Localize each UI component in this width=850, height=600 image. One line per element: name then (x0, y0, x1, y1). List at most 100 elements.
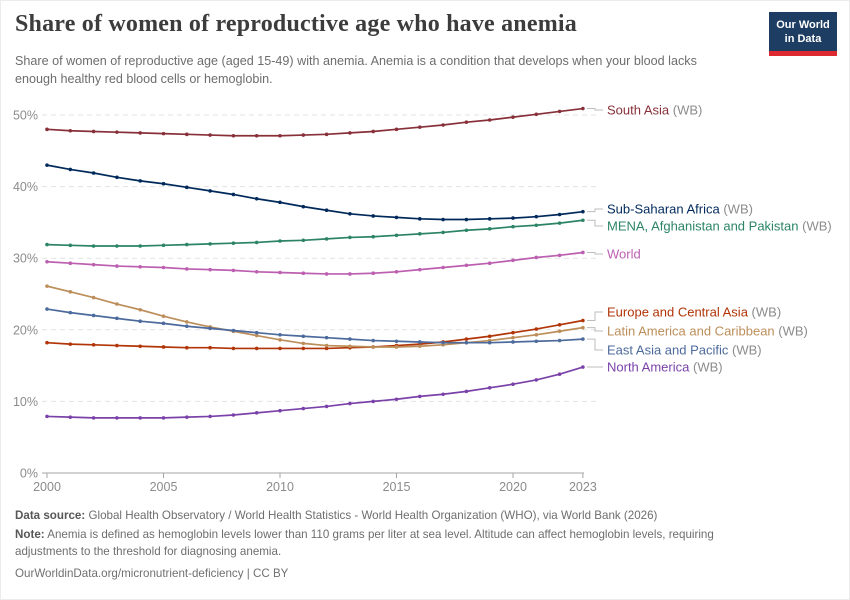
data-point (301, 271, 306, 276)
data-point (45, 242, 49, 247)
series-east-asia-and-pacific[interactable]: East Asia and Pacific (WB) (45, 307, 762, 358)
data-point (278, 346, 282, 351)
data-point (115, 316, 119, 321)
data-point (278, 338, 282, 342)
line-chart: 0% 10% 20% 30% 40% 50% 2000 2005 2010 2015 2020 202… (0, 96, 850, 500)
data-point (301, 341, 306, 346)
data-point (487, 385, 492, 390)
series-line-mena-afghanistan-and-pakistan[interactable] (46, 219, 584, 247)
data-point (185, 415, 189, 419)
data-source-line: Data source: Global Health Observatory /… (15, 508, 725, 524)
data-point (511, 382, 515, 387)
series-europe-and-central-asia[interactable]: Europe and Central Asia (WB) (45, 305, 781, 351)
label-connector (586, 208, 603, 213)
credit-line[interactable]: OurWorldinData.org/micronutrient-deficie… (15, 567, 289, 581)
series-label-north-america[interactable]: North America (WB) (607, 360, 723, 375)
data-point (464, 263, 469, 268)
note-text: Anemia is defined as hemoglobin levels l… (15, 528, 714, 558)
data-point (278, 270, 282, 275)
data-point (208, 133, 212, 137)
data-point (348, 401, 352, 406)
data-point (231, 328, 236, 333)
data-point (68, 342, 73, 346)
data-point (91, 129, 96, 134)
data-point (278, 333, 282, 337)
owid-logo[interactable]: Our World in Data (769, 12, 837, 56)
series-label-south-asia[interactable]: South Asia (WB) (607, 103, 702, 118)
series-label-world[interactable]: World (607, 247, 641, 262)
data-point (138, 416, 142, 420)
data-point (348, 235, 352, 240)
data-point (161, 321, 166, 326)
data-point (441, 230, 445, 235)
data-point (208, 414, 212, 419)
series-line-latin-america-and-caribbean[interactable] (46, 285, 584, 348)
data-point (418, 267, 422, 272)
data-point (45, 414, 49, 419)
note-label: Note: (15, 528, 45, 542)
series-label-latin-america-and-caribbean[interactable]: Latin America and Caribbean (WB) (607, 324, 808, 339)
data-point (371, 271, 376, 276)
x-axis-label-2023: 2023 (569, 480, 597, 494)
data-point (464, 337, 469, 341)
data-point (324, 208, 329, 213)
series-line-sub-saharan-africa[interactable] (46, 164, 584, 221)
series-line-europe-and-central-asia[interactable] (46, 319, 584, 350)
series-label-europe-and-central-asia[interactable]: Europe and Central Asia (WB) (607, 305, 781, 320)
data-point (91, 313, 96, 318)
owid-logo-line2: in Data (784, 33, 822, 46)
data-point (394, 215, 399, 220)
x-axis-label-2010: 2010 (266, 480, 294, 494)
data-point (534, 214, 539, 219)
series-line-north-america[interactable] (46, 366, 584, 419)
y-axis-label-20: 20% (13, 323, 38, 337)
chart-subtitle: Share of women of reproductive age (aged… (15, 54, 697, 86)
series-latin-america-and-caribbean[interactable]: Latin America and Caribbean (WB) (45, 284, 808, 349)
series-line-east-asia-and-pacific[interactable] (46, 308, 583, 344)
data-point (138, 179, 142, 183)
data-point (487, 217, 492, 221)
data-point (208, 345, 212, 350)
data-point (348, 212, 352, 216)
data-point (115, 244, 119, 248)
data-point (278, 239, 282, 243)
data-point (581, 325, 585, 330)
data-point (68, 243, 73, 248)
data-point (231, 413, 236, 417)
series-label-mena-afghanistan-and-pakistan[interactable]: MENA, Afghanistan and Pakistan (WB) (607, 219, 832, 234)
data-point (254, 133, 259, 138)
data-point (185, 320, 189, 324)
chart-footer: Data source: Global Health Observatory /… (15, 508, 725, 586)
data-point (254, 270, 259, 274)
data-point (161, 314, 166, 318)
series-line-world[interactable] (46, 251, 584, 275)
series-line-south-asia[interactable] (46, 107, 584, 137)
y-axis-label-50: 50% (13, 109, 38, 123)
data-point (68, 167, 73, 172)
series-sub-saharan-africa[interactable]: Sub-Saharan Africa (WB) (45, 163, 753, 222)
series-mena-afghanistan-and-pakistan[interactable]: MENA, Afghanistan and Pakistan (WB) (45, 218, 832, 248)
data-point (185, 324, 189, 329)
data-point (418, 125, 422, 129)
data-point (441, 123, 445, 127)
data-point (45, 163, 49, 167)
data-point (185, 185, 189, 190)
data-point (254, 330, 259, 335)
data-point (418, 340, 422, 344)
series-label-east-asia-and-pacific[interactable]: East Asia and Pacific (WB) (607, 343, 762, 358)
label-connector (586, 219, 603, 227)
data-point (45, 284, 49, 288)
data-point (254, 196, 259, 201)
x-axis-label-2005: 2005 (150, 480, 178, 494)
data-point (557, 253, 562, 258)
series-south-asia[interactable]: South Asia (WB) (45, 103, 702, 138)
series-north-america[interactable]: North America (WB) (45, 360, 723, 420)
data-point (464, 389, 469, 394)
data-point (371, 214, 376, 218)
series-world[interactable]: World (45, 247, 641, 276)
y-axis-label-40: 40% (13, 180, 38, 194)
data-point (464, 217, 469, 222)
data-point (371, 234, 376, 239)
series-label-sub-saharan-africa[interactable]: Sub-Saharan Africa (WB) (607, 202, 753, 217)
